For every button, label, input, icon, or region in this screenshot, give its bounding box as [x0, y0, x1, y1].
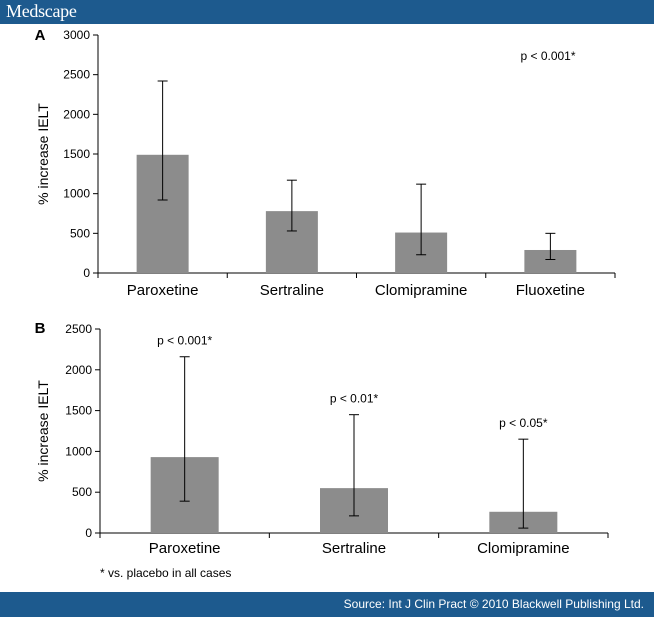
y-tick-label: 500	[70, 226, 90, 240]
chart-panel-a: A 0 500 1000 1500 2000 2500 3000 % increase IELT…	[35, 27, 616, 299]
x-tick-label-sertraline: Sertraline	[260, 282, 324, 299]
footnote: * vs. placebo in all cases	[100, 566, 232, 580]
footer-bar: Source: Int J Clin Pract © 2010 Blackwel…	[0, 592, 654, 617]
medscape-logo[interactable]: Medscape	[6, 1, 77, 21]
bar-fluoxetine	[524, 249, 577, 273]
y-tick-label: 2000	[65, 363, 92, 377]
y-tick-label: 2000	[63, 107, 90, 121]
significance-annotation: p < 0.001*	[520, 49, 575, 63]
y-axis-label: % increase IELT	[35, 380, 51, 482]
x-tick-label-fluoxetine: Fluoxetine	[516, 282, 585, 299]
significance-annotation: p < 0.01*	[330, 392, 379, 406]
x-tick-label-paroxetine: Paroxetine	[149, 540, 221, 557]
y-tick-label: 2500	[63, 68, 90, 82]
x-tick-label-clomipramine: Clomipramine	[375, 282, 468, 299]
y-tick-label: 1000	[65, 444, 92, 458]
y-tick-label: 2500	[65, 322, 92, 336]
chart-panel-b: B 0 500 1000 1500 2000 2500 % increase IELT Paro…	[35, 320, 609, 557]
x-tick-label-paroxetine: Paroxetine	[127, 282, 199, 299]
y-tick-label: 1500	[63, 147, 90, 161]
source-citation: Source: Int J Clin Pract © 2010 Blackwel…	[343, 597, 644, 611]
y-tick-label: 0	[85, 526, 92, 540]
y-axis-label: % increase IELT	[35, 103, 51, 205]
significance-annotation: p < 0.05*	[499, 416, 548, 430]
significance-annotation: p < 0.001*	[157, 334, 212, 348]
header-bar: Medscape	[0, 0, 654, 24]
figure-charts: A 0 500 1000 1500 2000 2500 3000 % increase IELT…	[35, 27, 616, 557]
y-tick-label: 3000	[63, 28, 90, 42]
x-tick-label-sertraline: Sertraline	[322, 540, 386, 557]
y-tick-label: 1000	[63, 187, 90, 201]
panel-letter: B	[35, 320, 46, 337]
panel-letter: A	[35, 27, 46, 44]
y-tick-label: 0	[83, 266, 90, 280]
y-tick-label: 1500	[65, 404, 92, 418]
y-tick-label: 500	[72, 485, 92, 499]
x-tick-label-clomipramine: Clomipramine	[477, 540, 570, 557]
